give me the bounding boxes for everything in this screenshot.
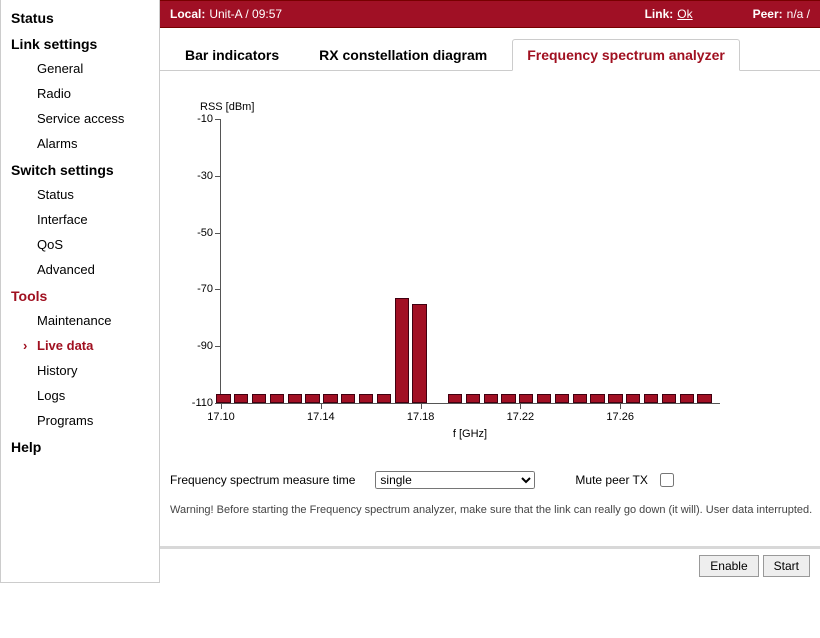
sidebar-item-live-data[interactable]: Live data xyxy=(1,333,159,358)
spectrum-bar xyxy=(644,394,658,403)
spectrum-bar xyxy=(484,394,498,403)
measure-time-label: Frequency spectrum measure time xyxy=(170,473,355,487)
chart-xlabel: f [GHz] xyxy=(220,428,720,440)
ytick-label: -70 xyxy=(183,283,213,295)
sidebar-section-help[interactable]: Help xyxy=(1,433,159,459)
spectrum-bar xyxy=(448,394,462,403)
spectrum-bar xyxy=(412,304,426,403)
spectrum-bar xyxy=(501,394,515,403)
start-button[interactable]: Start xyxy=(763,555,810,577)
measure-time-select[interactable]: single xyxy=(375,471,535,489)
spectrum-bar xyxy=(519,394,533,403)
ytick-label: -10 xyxy=(183,113,213,125)
tabs: Bar indicators RX constellation diagram Fr… xyxy=(160,38,820,71)
spectrum-bar xyxy=(377,394,391,403)
xtick-label: 17.26 xyxy=(606,411,634,423)
spectrum-bar xyxy=(608,394,622,403)
chart-area: RSS [dBm] -10-30-50-70-90-11017.1017.141… xyxy=(160,71,820,450)
spectrum-bar xyxy=(323,394,337,403)
sidebar-item-alarms[interactable]: Alarms xyxy=(1,131,159,156)
tab-bar-indicators[interactable]: Bar indicators xyxy=(170,39,294,71)
sidebar-item-qos[interactable]: QoS xyxy=(1,232,159,257)
spectrum-bar xyxy=(216,394,230,403)
chart-ylabel: RSS [dBm] xyxy=(200,101,810,113)
spectrum-bar xyxy=(537,394,551,403)
spectrum-bar xyxy=(466,394,480,403)
spectrum-bar xyxy=(234,394,248,403)
xtick-label: 17.22 xyxy=(507,411,535,423)
topbar-local-value: Unit-A / 09:57 xyxy=(209,7,282,21)
spectrum-bar xyxy=(680,394,694,403)
xtick-label: 17.14 xyxy=(307,411,335,423)
ytick-label: -30 xyxy=(183,170,213,182)
topbar-peer-value: n/a / xyxy=(787,7,810,21)
main-panel: Local: Unit-A / 09:57 Link: Ok Peer: n/a… xyxy=(160,0,820,583)
warning-text: Warning! Before starting the Frequency s… xyxy=(170,504,820,516)
sidebar-item-maintenance[interactable]: Maintenance xyxy=(1,308,159,333)
enable-button[interactable]: Enable xyxy=(699,555,758,577)
topbar-link-value[interactable]: Ok xyxy=(677,7,692,21)
sidebar-section-switch-settings[interactable]: Switch settings xyxy=(1,156,159,182)
sidebar-item-service-access[interactable]: Service access xyxy=(1,106,159,131)
sidebar-item-radio[interactable]: Radio xyxy=(1,81,159,106)
xtick-label: 17.10 xyxy=(207,411,235,423)
spectrum-bar xyxy=(590,394,604,403)
spectrum-bar xyxy=(555,394,569,403)
mute-peer-label: Mute peer TX xyxy=(575,473,647,487)
spectrum-bar xyxy=(288,394,302,403)
spectrum-bar xyxy=(252,394,266,403)
spectrum-bar xyxy=(573,394,587,403)
spectrum-bar xyxy=(270,394,284,403)
spectrum-bar xyxy=(305,394,319,403)
spectrum-chart: -10-30-50-70-90-11017.1017.1417.1817.221… xyxy=(220,119,720,404)
spectrum-bar xyxy=(395,298,409,403)
sidebar-item-logs[interactable]: Logs xyxy=(1,383,159,408)
tab-rx-constellation-diagram[interactable]: RX constellation diagram xyxy=(304,39,502,71)
topbar-link-label: Link: xyxy=(645,7,674,21)
xtick-label: 17.18 xyxy=(407,411,435,423)
sidebar-item-programs[interactable]: Programs xyxy=(1,408,159,433)
topbar-local-label: Local: xyxy=(170,7,205,21)
spectrum-bar xyxy=(697,394,711,403)
tab-frequency-spectrum-analyzer[interactable]: Frequency spectrum analyzer xyxy=(512,39,740,71)
bottom-toolbar: Enable Start xyxy=(160,546,820,583)
sidebar-item-general[interactable]: General xyxy=(1,56,159,81)
spectrum-bar xyxy=(359,394,373,403)
controls-row: Frequency spectrum measure time single M… xyxy=(170,470,820,490)
ytick-label: -50 xyxy=(183,227,213,239)
sidebar: StatusLink settingsGeneralRadioService a… xyxy=(0,0,160,583)
sidebar-item-status[interactable]: Status xyxy=(1,182,159,207)
spectrum-bar xyxy=(341,394,355,403)
sidebar-section-tools[interactable]: Tools xyxy=(1,282,159,308)
ytick-label: -110 xyxy=(183,397,213,409)
sidebar-section-status[interactable]: Status xyxy=(1,4,159,30)
sidebar-item-advanced[interactable]: Advanced xyxy=(1,257,159,282)
mute-peer-checkbox[interactable] xyxy=(660,473,674,487)
topbar-peer-label: Peer: xyxy=(753,7,783,21)
sidebar-item-interface[interactable]: Interface xyxy=(1,207,159,232)
sidebar-section-link-settings[interactable]: Link settings xyxy=(1,30,159,56)
ytick-label: -90 xyxy=(183,340,213,352)
topbar: Local: Unit-A / 09:57 Link: Ok Peer: n/a… xyxy=(160,0,820,28)
spectrum-bar xyxy=(662,394,676,403)
sidebar-item-history[interactable]: History xyxy=(1,358,159,383)
spectrum-bar xyxy=(626,394,640,403)
